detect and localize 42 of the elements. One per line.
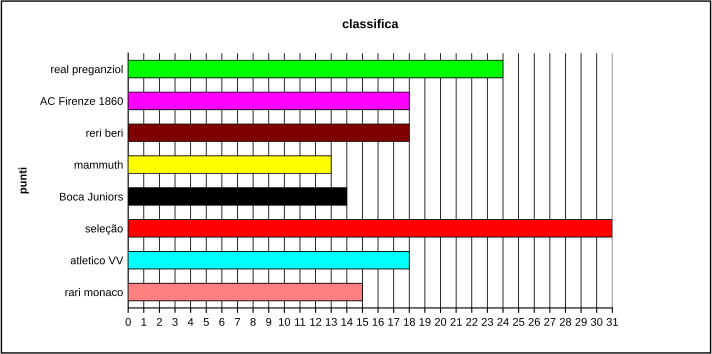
x-tick-label: 13 xyxy=(326,318,337,326)
y-tick-label: rari monaco xyxy=(65,288,123,296)
y-tick-label: atletico VV xyxy=(70,256,124,264)
x-tick-label: 2 xyxy=(156,318,162,326)
x-tick-label: 15 xyxy=(357,318,368,326)
x-tick-label: 30 xyxy=(590,318,602,326)
x-tick-label: 9 xyxy=(266,318,272,326)
y-tick-label: real preganziol xyxy=(51,65,123,76)
x-tick-label: 11 xyxy=(295,318,306,326)
x-tick-label: 23 xyxy=(482,318,494,326)
y-tick-label: AC Firenze 1860 xyxy=(40,96,123,106)
y-tick-label: seleção xyxy=(85,224,123,235)
x-tick-label: 14 xyxy=(341,318,353,326)
x-tick-label: 7 xyxy=(234,318,240,326)
x-tick-label: 26 xyxy=(528,318,540,326)
x-tick-label: 28 xyxy=(560,318,572,326)
x-tick-label: 4 xyxy=(188,318,194,326)
y-tick-label: mammuth xyxy=(74,160,123,169)
x-tick-label: 17 xyxy=(388,318,400,326)
x-tick-label: 10 xyxy=(279,318,290,326)
x-tick-label: 27 xyxy=(544,318,556,326)
x-tick-label: 29 xyxy=(575,318,587,326)
x-tick-label: 22 xyxy=(466,318,478,326)
x-tick-label: 1 xyxy=(142,318,146,326)
x-tick-label: 31 xyxy=(606,318,618,326)
x-tick-label: 6 xyxy=(219,318,224,326)
x-tick-label: 20 xyxy=(434,318,446,326)
chart-title: classifica xyxy=(342,19,398,28)
x-tick-label: 25 xyxy=(512,318,524,326)
x-tick-label: 16 xyxy=(372,318,384,326)
x-tick-label: 24 xyxy=(497,318,509,326)
x-tick-label: 18 xyxy=(404,318,415,326)
y-tick-label: reri beri xyxy=(86,128,123,137)
x-tick-label: 12 xyxy=(310,318,322,326)
x-tick-label: 19 xyxy=(420,318,431,326)
y-axis-title: punti xyxy=(18,168,29,194)
x-tick-label: 3 xyxy=(172,318,178,326)
x-tick-label: 8 xyxy=(250,318,256,326)
x-tick-label: 0 xyxy=(126,318,131,326)
x-tick-label: 5 xyxy=(204,318,209,326)
y-tick-label: Boca Juniors xyxy=(60,192,123,201)
x-tick-label: 21 xyxy=(450,318,462,326)
